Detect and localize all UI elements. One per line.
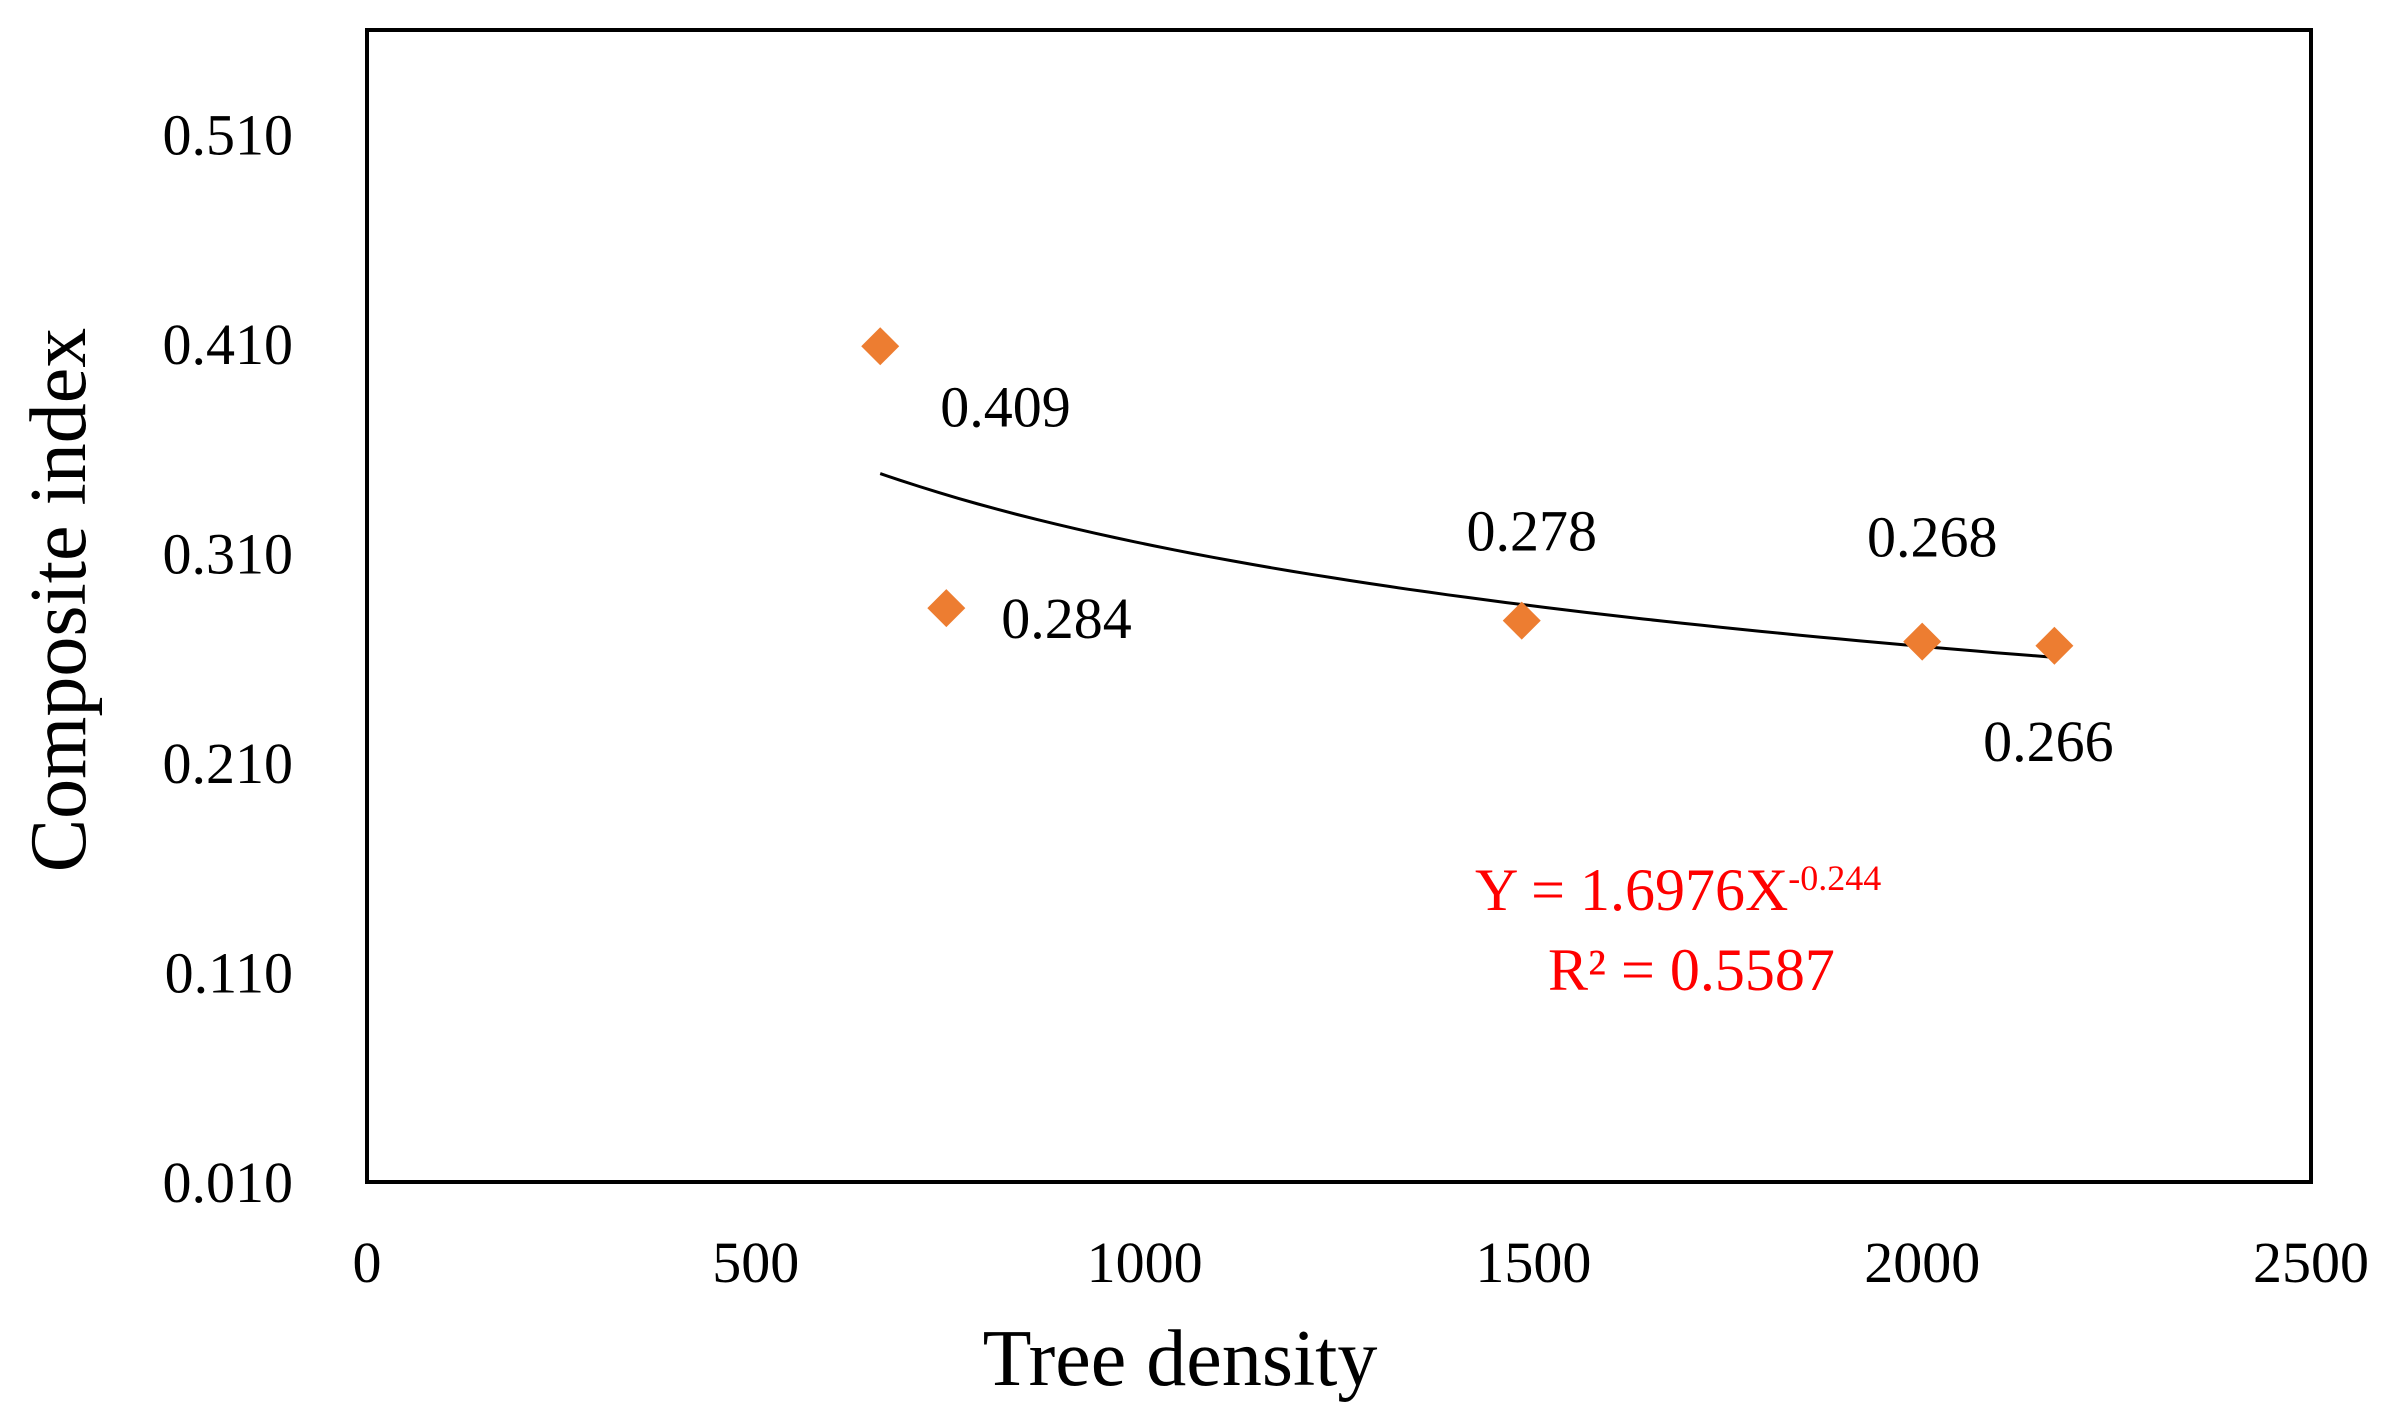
trendline-equation: Y = 1.6976X-0.244	[1475, 857, 1881, 923]
data-labels: 0.409 0.284 0.278 0.268 0.266	[940, 374, 2113, 774]
y-tick-label-5: 0.510	[163, 103, 294, 168]
data-points	[861, 327, 2074, 665]
x-tick-label-4: 2000	[1864, 1230, 1980, 1295]
y-tick-label-4: 0.410	[163, 312, 294, 377]
data-label-3: 0.268	[1867, 505, 1998, 570]
x-tick-label-0: 0	[353, 1230, 382, 1295]
data-label-1: 0.284	[1001, 586, 1132, 651]
x-tick-label-1: 500	[712, 1230, 799, 1295]
data-label-2: 0.278	[1466, 499, 1597, 564]
x-tick-label-5: 2500	[2253, 1230, 2369, 1295]
data-point-1	[927, 589, 966, 628]
data-point-3	[1903, 622, 1942, 661]
y-tick-label-2: 0.210	[163, 731, 294, 796]
data-point-2	[1502, 601, 1541, 640]
y-axis-title: Composite index	[15, 328, 103, 872]
y-tick-label-3: 0.310	[163, 522, 294, 587]
data-point-4	[2035, 626, 2074, 665]
y-tick-label-1: 0.110	[165, 941, 293, 1006]
x-tick-label-3: 1500	[1475, 1230, 1591, 1295]
data-label-4: 0.266	[1983, 709, 2114, 774]
trendline-equation-main: Y = 1.6976X	[1475, 857, 1788, 923]
trendline-r-squared: R² = 0.5587	[1548, 937, 1835, 1003]
x-axis-title: Tree density	[983, 1315, 1378, 1403]
x-tick-label-2: 1000	[1087, 1230, 1203, 1295]
y-axis-ticks: 0.010 0.110 0.210 0.310 0.410 0.510	[163, 103, 294, 1215]
data-point-0	[861, 327, 900, 366]
trendline-equation-exponent: -0.244	[1788, 858, 1881, 898]
y-tick-label-0: 0.010	[163, 1150, 294, 1215]
plot-area	[365, 28, 2313, 1184]
x-axis-ticks: 0 500 1000 1500 2000 2500	[353, 1230, 2370, 1295]
data-label-0: 0.409	[940, 374, 1071, 439]
trendline	[879, 472, 2055, 659]
